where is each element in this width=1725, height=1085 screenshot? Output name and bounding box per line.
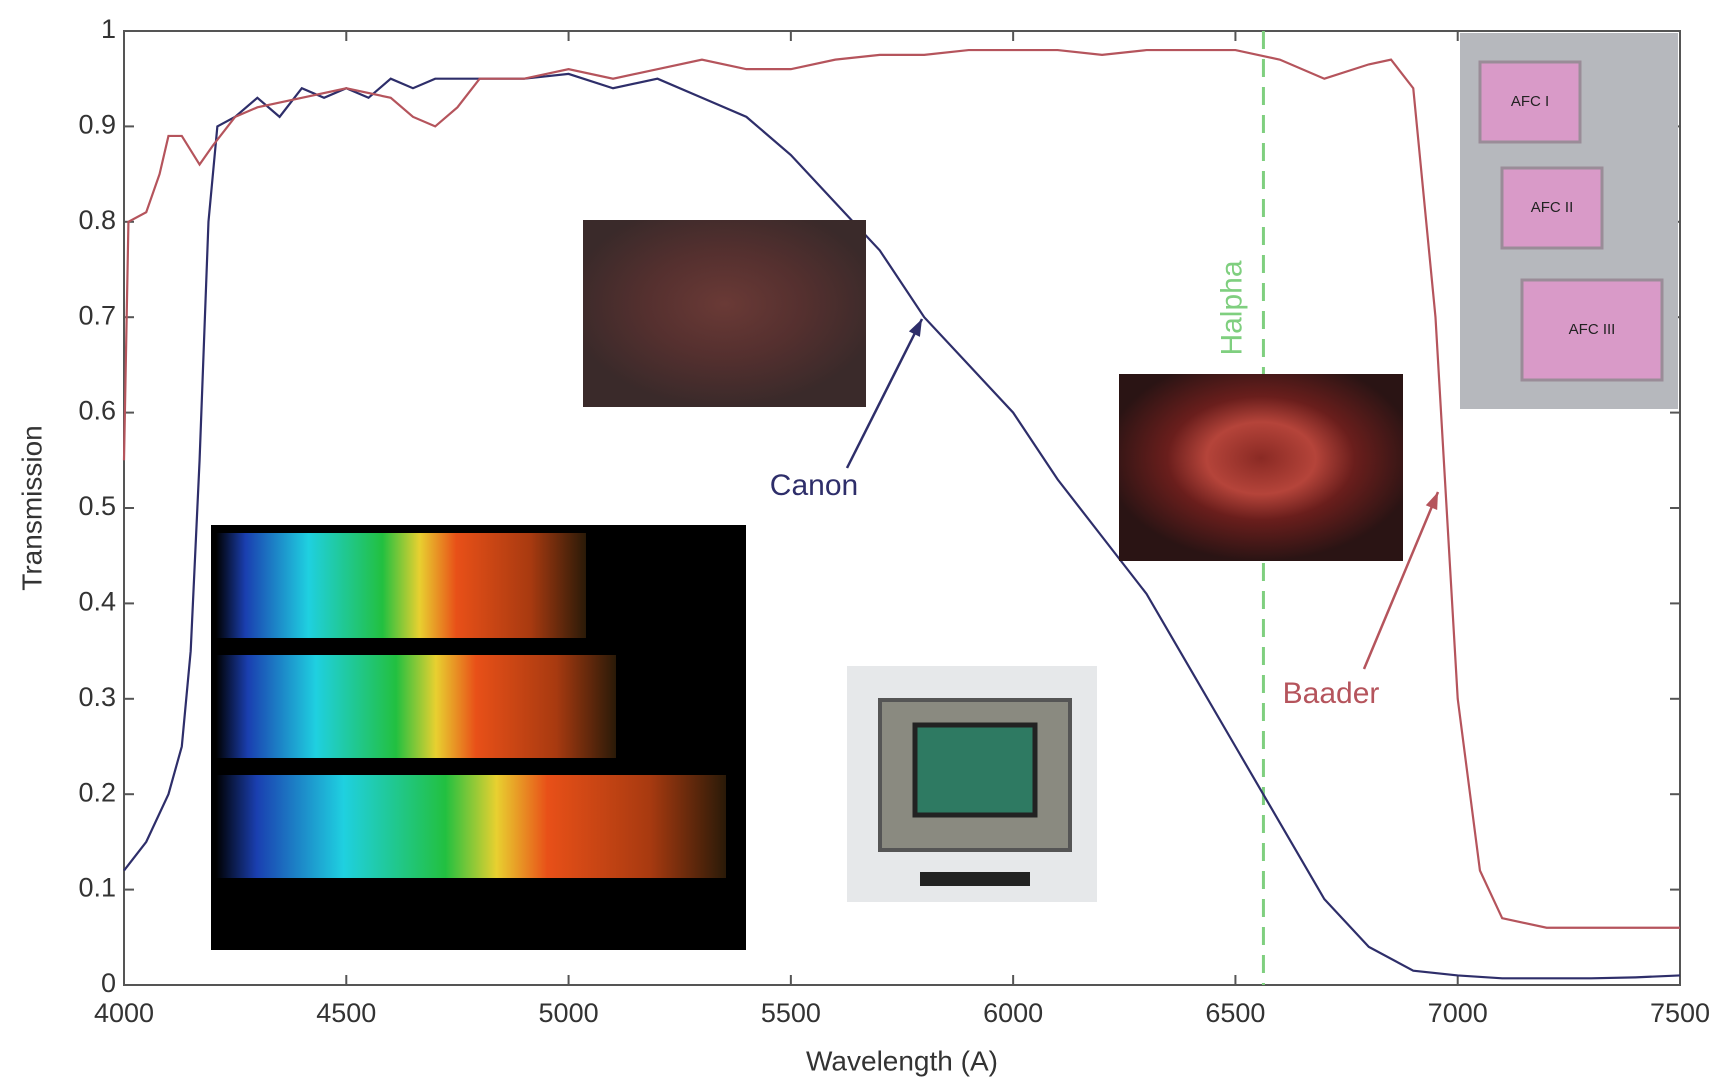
y-tick-label: 0.2 <box>78 777 116 807</box>
chart: 4000 4500 5000 5500 6000 6500 7000 7500 0 0.1 0.2 0… <box>0 0 1725 1085</box>
x-tick-label: 4500 <box>316 998 376 1028</box>
filter-label: AFC II <box>1531 199 1574 216</box>
spectrum-image <box>211 525 746 950</box>
legend-label: Baader <box>1283 677 1380 710</box>
nebula-image-baader <box>1119 374 1403 561</box>
y-tick-label: 0.8 <box>78 205 116 235</box>
x-tick-label: 7000 <box>1428 998 1488 1028</box>
y-tick-label: 0.3 <box>78 682 116 712</box>
y-tick-label: 0.9 <box>78 110 116 140</box>
x-tick-label: 7500 <box>1650 998 1710 1028</box>
x-tick-label: 4000 <box>94 998 154 1028</box>
y-tick-label: 0.6 <box>78 396 116 426</box>
y-tick-label: 0.7 <box>78 300 116 330</box>
filter-label: AFC III <box>1569 321 1616 338</box>
legend-label: Canon <box>770 469 858 502</box>
y-tick-label: 0.4 <box>78 587 116 617</box>
y-axis-label: Transmission <box>16 425 47 590</box>
x-axis-label: Wavelength (A) <box>806 1045 998 1076</box>
sensor-image <box>847 666 1097 902</box>
y-tick-label: 0.5 <box>78 491 116 521</box>
filter-image <box>1460 33 1678 409</box>
filter-label: AFC I <box>1511 93 1549 110</box>
nebula-image-canon <box>583 220 866 407</box>
x-tick-label: 6000 <box>983 998 1043 1028</box>
x-tick-label: 5500 <box>761 998 821 1028</box>
y-tick-label: 0.1 <box>78 873 116 903</box>
y-tick-label: 1 <box>101 14 116 44</box>
reference-label: Halpha <box>1215 260 1248 355</box>
x-tick-label: 6500 <box>1205 998 1265 1028</box>
y-tick-label: 0 <box>101 968 116 998</box>
x-tick-label: 5000 <box>539 998 599 1028</box>
